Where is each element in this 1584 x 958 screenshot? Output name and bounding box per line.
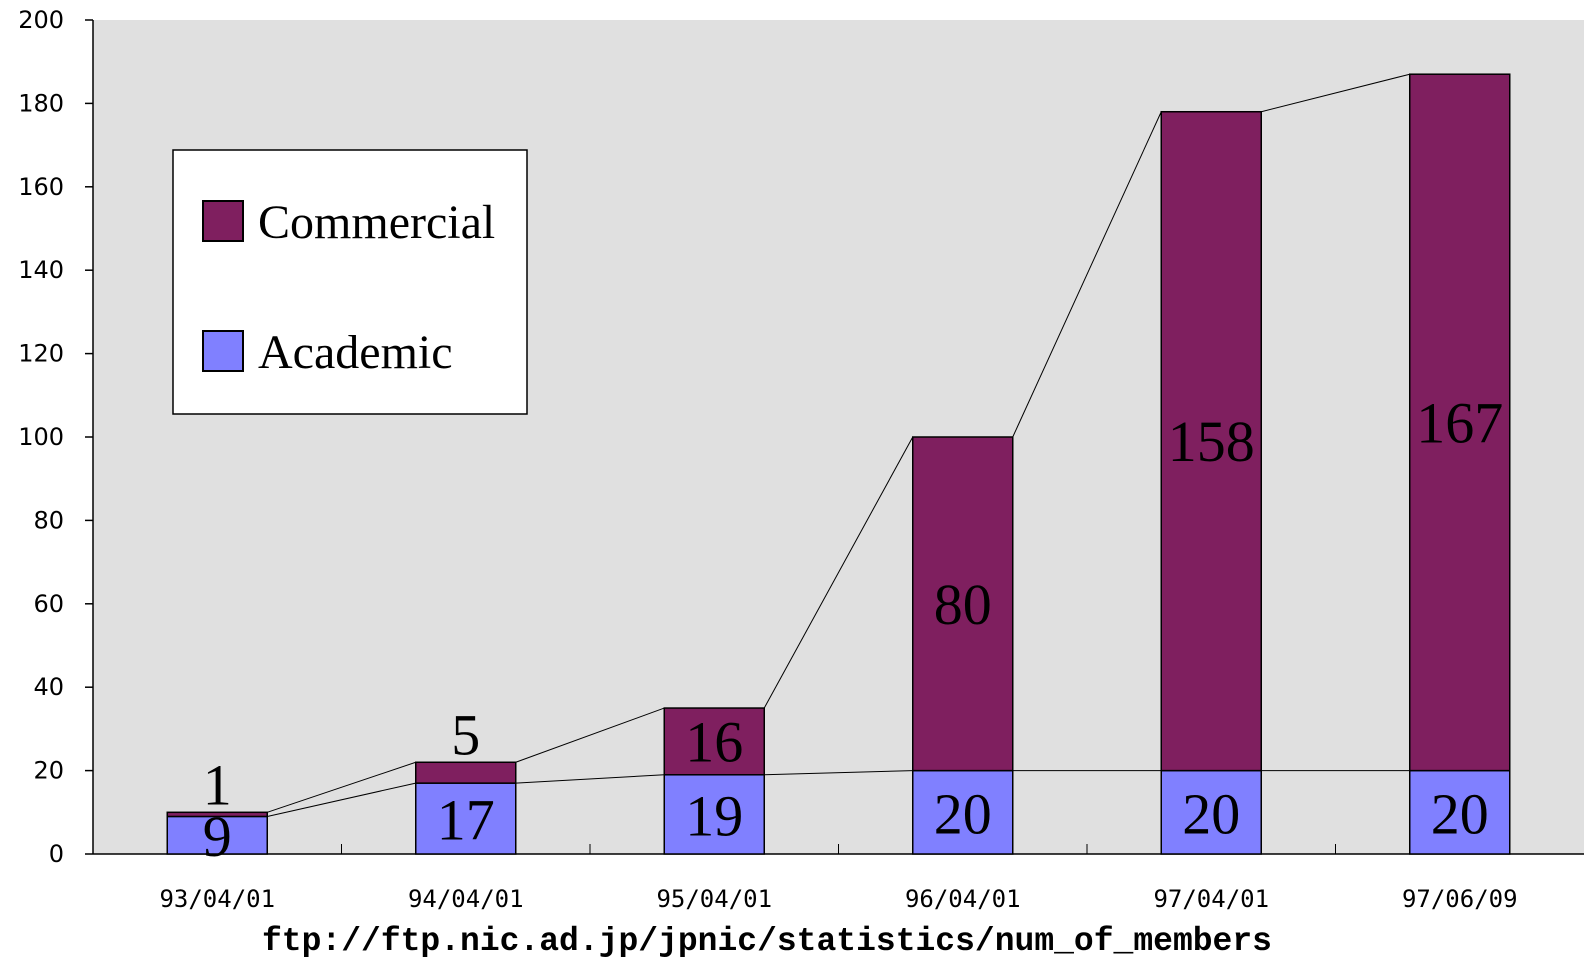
commercial-series-line [515, 707, 665, 763]
y-tick-label: 40 [33, 673, 64, 701]
data-label-academic: 20 [934, 781, 992, 846]
bar-academic [912, 769, 1014, 855]
y-tick-label: 80 [33, 506, 64, 534]
legend-label-commercial: Commercial [258, 196, 495, 249]
data-label-academic: 19 [685, 783, 743, 848]
data-label-commercial: 5 [451, 702, 480, 767]
y-tick-label: 120 [18, 340, 64, 368]
y-tick-label: 100 [18, 423, 64, 451]
y-tick-label: 60 [33, 590, 64, 618]
x-tick-label: 96/04/01 [905, 885, 1021, 913]
legend-label-academic: Academic [258, 326, 453, 379]
academic-series-line [764, 770, 913, 776]
bar-commercial [1160, 110, 1262, 772]
data-label-commercial: 1 [203, 752, 232, 817]
data-label-academic: 20 [1182, 781, 1240, 846]
bar-academic [1160, 769, 1262, 855]
data-label-academic: 20 [1431, 781, 1489, 846]
academic-series-line [515, 774, 665, 784]
plot-area [93, 20, 1584, 854]
data-labels: 91 17 5 19 16 20 80 20 158 20 167 [203, 390, 1504, 869]
y-axis: 0 20 40 60 80 100 120 140 160 180 200 [18, 6, 94, 868]
commercial-series-line [267, 761, 416, 813]
x-tick-label: 94/04/01 [408, 885, 524, 913]
y-tick-label: 180 [18, 89, 64, 117]
data-label-commercial: 80 [934, 572, 992, 637]
data-label-academic: 9 [203, 804, 232, 869]
bar-commercial [663, 707, 765, 776]
data-label-commercial: 167 [1416, 390, 1503, 455]
y-tick-label: 20 [33, 757, 64, 785]
commercial-series-line [1012, 111, 1162, 438]
bar-commercial [166, 811, 268, 818]
bar-commercial [415, 761, 517, 784]
bar-commercial [1409, 73, 1511, 772]
x-tick-label: 93/04/01 [159, 885, 275, 913]
bar-commercial [912, 436, 1014, 772]
y-tick-label: 0 [49, 840, 64, 868]
commercial-series-line [1261, 73, 1410, 113]
y-tick-label: 160 [18, 173, 64, 201]
bar-academic [166, 815, 268, 855]
x-tick-label: 97/04/01 [1153, 885, 1269, 913]
y-tick-label: 140 [18, 256, 64, 284]
commercial-series-line [763, 436, 914, 709]
series-connector-lines [267, 73, 1410, 817]
source-url: ftp://ftp.nic.ad.jp/jpnic/statistics/num… [262, 923, 1272, 958]
legend-swatch-academic [202, 330, 244, 372]
data-label-commercial: 158 [1168, 409, 1255, 474]
data-label-commercial: 16 [685, 709, 743, 774]
y-tick-label: 200 [18, 6, 64, 34]
x-tick-label: 95/04/01 [656, 885, 772, 913]
x-axis: 93/04/01 94/04/01 95/04/01 96/04/01 97/04/01… [93, 844, 1584, 913]
legend-swatch-commercial [202, 200, 244, 242]
x-tick-label: 97/06/09 [1402, 885, 1518, 913]
bars [166, 73, 1511, 855]
data-label-academic: 17 [437, 788, 495, 853]
legend: Commercial Academic [172, 149, 528, 415]
academic-series-line [267, 782, 416, 817]
